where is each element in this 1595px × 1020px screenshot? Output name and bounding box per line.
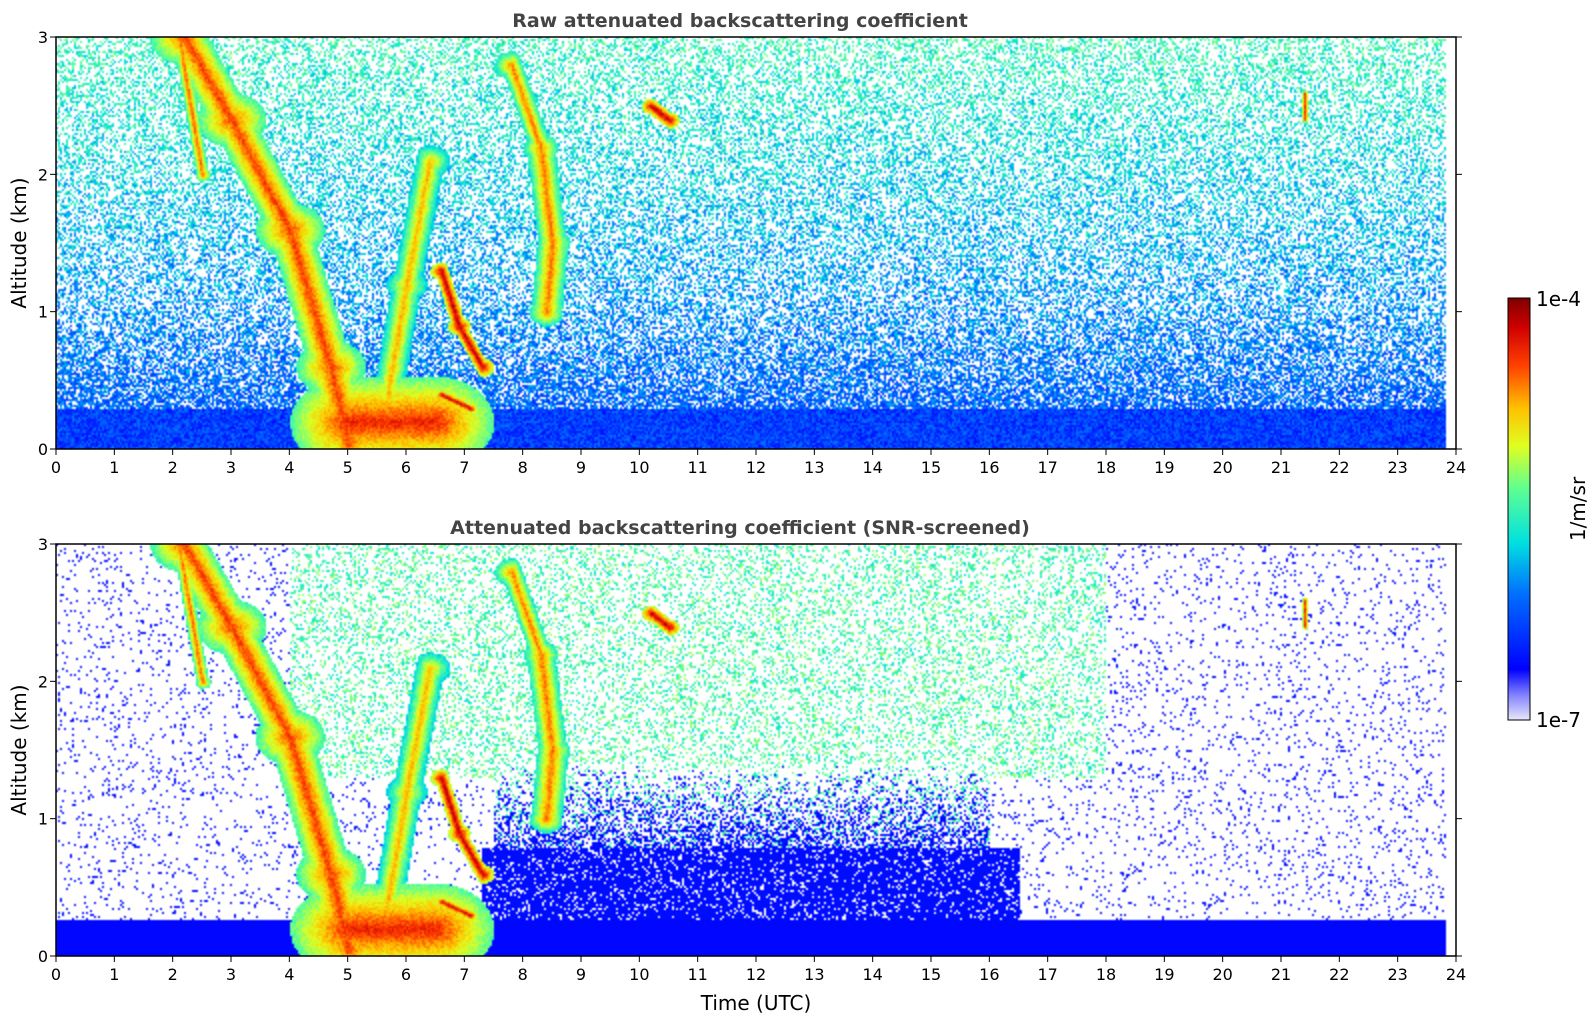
x-tick-label: 2 <box>168 458 178 477</box>
y-tick-label: 2 <box>38 165 48 184</box>
x-tick-label: 4 <box>284 965 294 984</box>
x-tick-label: 11 <box>687 458 707 477</box>
x-axis-label: Time (UTC) <box>700 991 812 1015</box>
x-tick-label: 18 <box>1096 458 1116 477</box>
y-axis-ticks: 0 1 2 3 <box>38 535 1462 966</box>
x-tick-label: 2 <box>168 965 178 984</box>
x-tick-label: 15 <box>921 965 941 984</box>
raw-backscatter-panel: Raw attenuated backscattering coefficien… <box>7 10 1466 477</box>
colorbar-unit-label: 1/m/sr <box>1566 476 1590 541</box>
x-tick-label: 12 <box>746 965 766 984</box>
x-tick-label: 24 <box>1446 458 1466 477</box>
x-tick-label: 23 <box>1387 458 1407 477</box>
y-tick-label: 1 <box>38 303 48 322</box>
panel-title-screened: Attenuated backscattering coefficient (S… <box>450 517 1030 539</box>
x-tick-label: 5 <box>343 458 353 477</box>
x-tick-label: 18 <box>1096 965 1116 984</box>
x-tick-label: 20 <box>1212 458 1232 477</box>
y-tick-label: 2 <box>38 672 48 691</box>
y-axis-label: Altitude (km) <box>7 684 31 815</box>
x-tick-label: 1 <box>109 965 119 984</box>
x-tick-label: 9 <box>576 458 586 477</box>
x-tick-label: 22 <box>1329 965 1349 984</box>
y-axis-label: Altitude (km) <box>7 177 31 308</box>
x-tick-label: 14 <box>862 458 882 477</box>
y-axis-ticks: 0 1 2 3 <box>38 28 1462 459</box>
x-tick-label: 1 <box>109 458 119 477</box>
x-tick-label: 22 <box>1329 458 1349 477</box>
x-tick-label: 5 <box>343 965 353 984</box>
x-tick-label: 24 <box>1446 965 1466 984</box>
x-tick-label: 6 <box>401 965 411 984</box>
x-tick-label: 10 <box>629 458 649 477</box>
x-axis-ticks: 0 1 2 3 4 5 6 7 8 9 10 11 12 13 14 15 16 17 18 19 20 21 22 23 24 <box>51 956 1466 984</box>
x-tick-label: 14 <box>862 965 882 984</box>
x-tick-label: 8 <box>518 458 528 477</box>
x-tick-label: 20 <box>1212 965 1232 984</box>
y-tick-label: 0 <box>38 947 48 966</box>
x-tick-label: 6 <box>401 458 411 477</box>
x-tick-label: 19 <box>1154 458 1174 477</box>
y-tick-label: 3 <box>38 535 48 554</box>
y-tick-label: 0 <box>38 440 48 459</box>
x-tick-label: 12 <box>746 458 766 477</box>
x-tick-label: 0 <box>51 458 61 477</box>
x-tick-label: 13 <box>804 458 824 477</box>
x-tick-label: 13 <box>804 965 824 984</box>
x-tick-label: 17 <box>1037 458 1057 477</box>
x-tick-label: 8 <box>518 965 528 984</box>
x-tick-label: 21 <box>1271 965 1291 984</box>
x-tick-label: 0 <box>51 965 61 984</box>
screened-backscatter-panel: Attenuated backscattering coefficient (S… <box>7 517 1466 1015</box>
x-tick-label: 15 <box>921 458 941 477</box>
x-tick-label: 16 <box>979 965 999 984</box>
x-tick-label: 23 <box>1387 965 1407 984</box>
x-tick-label: 16 <box>979 458 999 477</box>
x-tick-label: 3 <box>226 458 236 477</box>
screened-backscatter-heatmap <box>56 544 1456 956</box>
y-tick-label: 1 <box>38 810 48 829</box>
x-tick-label: 4 <box>284 458 294 477</box>
colorbar-max-label: 1e-4 <box>1536 287 1581 311</box>
colorbar-min-label: 1e-7 <box>1536 708 1581 732</box>
x-tick-label: 19 <box>1154 965 1174 984</box>
x-tick-label: 11 <box>687 965 707 984</box>
x-tick-label: 3 <box>226 965 236 984</box>
x-tick-label: 10 <box>629 965 649 984</box>
x-axis-ticks: 0 1 2 3 4 5 6 7 8 9 10 11 12 13 14 15 16 17 18 19 20 21 22 23 24 <box>51 449 1466 477</box>
raw-backscatter-heatmap <box>56 37 1456 449</box>
colorbar: 1e-4 1e-7 1/m/sr <box>1507 287 1590 732</box>
y-tick-label: 3 <box>38 28 48 47</box>
x-tick-label: 21 <box>1271 458 1291 477</box>
x-tick-label: 7 <box>459 965 469 984</box>
x-tick-label: 9 <box>576 965 586 984</box>
x-tick-label: 7 <box>459 458 469 477</box>
panel-title-raw: Raw attenuated backscattering coefficien… <box>512 10 968 32</box>
x-tick-label: 17 <box>1037 965 1057 984</box>
colorbar-gradient <box>1507 297 1531 721</box>
